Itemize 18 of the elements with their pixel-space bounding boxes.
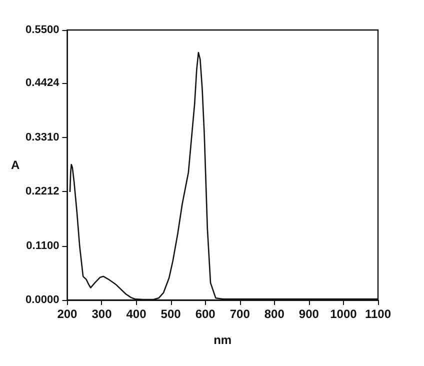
x-tick-label: 900 [298, 307, 320, 321]
x-tick-label: 300 [92, 307, 112, 321]
y-tick-label: 0.2212 [26, 185, 60, 198]
y-tick-label: 0.4424 [26, 76, 60, 89]
y-axis-title: A [10, 158, 20, 172]
x-tick-label: 500 [160, 307, 182, 321]
y-tick-label: 0.1100 [26, 240, 60, 252]
x-axis-title: nm [214, 333, 232, 347]
x-tick-label: 600 [195, 307, 216, 321]
x-tick-label: 400 [126, 307, 147, 321]
y-tick-label: 0.5500 [26, 24, 60, 36]
x-tick-label: 1000 [330, 307, 358, 321]
y-tick-label: 0.0000 [26, 294, 60, 306]
x-tick-label: 1100 [364, 307, 392, 321]
x-tick-label: 700 [230, 307, 250, 321]
x-tick-label: 800 [264, 307, 285, 321]
y-tick-label: 0.3310 [26, 132, 60, 144]
x-tick-label: 200 [57, 307, 78, 321]
